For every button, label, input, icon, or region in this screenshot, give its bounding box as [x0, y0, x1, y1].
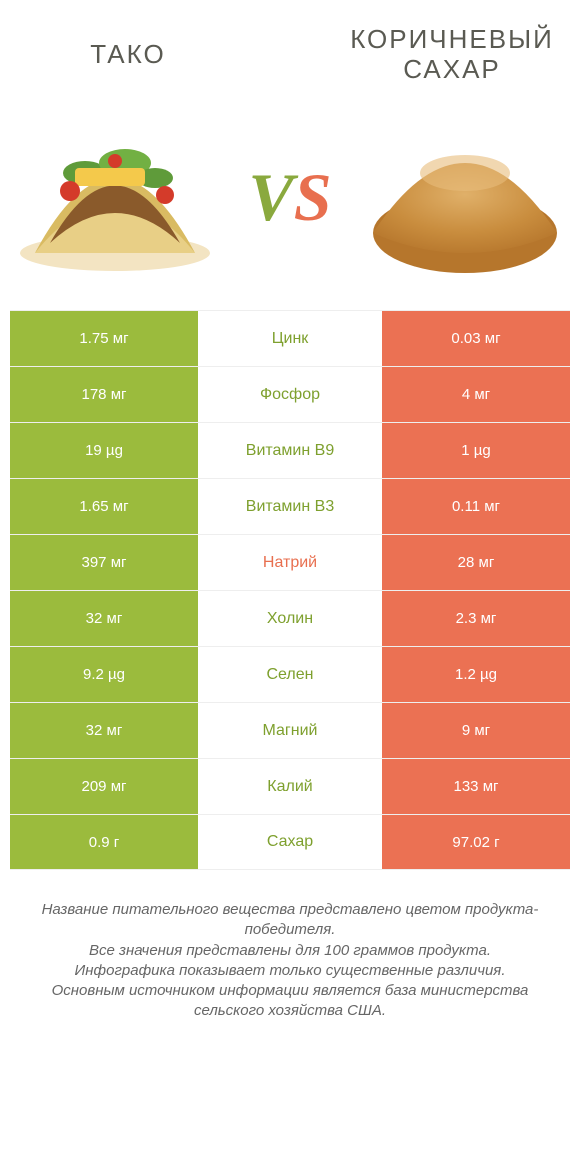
table-row: 0.9 гСахар97.02 г	[10, 814, 570, 870]
footnote: Название питательного вещества представл…	[10, 870, 570, 1032]
right-value: 2.3 мг	[380, 591, 570, 646]
nutrient-label: Калий	[200, 759, 380, 814]
right-value: 0.11 мг	[380, 479, 570, 534]
nutrient-label: Фосфор	[200, 367, 380, 422]
footnote-line: Инфографика показывает только существенн…	[30, 961, 550, 981]
table-row: 9.2 µgСелен1.2 µg	[10, 646, 570, 702]
left-value: 397 мг	[10, 535, 200, 590]
table-row: 32 мгМагний9 мг	[10, 702, 570, 758]
left-value: 1.75 мг	[10, 311, 200, 366]
right-value: 28 мг	[380, 535, 570, 590]
right-value: 133 мг	[380, 759, 570, 814]
comparison-table: 1.75 мгЦинк0.03 мг178 мгФосфор4 мг19 µgВ…	[10, 310, 570, 870]
right-value: 0.03 мг	[380, 311, 570, 366]
left-value: 1.65 мг	[10, 479, 200, 534]
right-value: 1.2 µg	[380, 647, 570, 702]
images-row: VS	[10, 110, 570, 310]
nutrient-label: Натрий	[200, 535, 380, 590]
right-value: 4 мг	[380, 367, 570, 422]
table-row: 19 µgВитамин B91 µg	[10, 422, 570, 478]
nutrient-label: Сахар	[200, 815, 380, 869]
vs-s: S	[294, 159, 332, 235]
left-value: 32 мг	[10, 703, 200, 758]
table-row: 1.75 мгЦинк0.03 мг	[10, 310, 570, 366]
right-value: 1 µg	[380, 423, 570, 478]
header: ТАКО КОРИЧНЕВЫЙ САХАР	[10, 0, 570, 110]
right-value: 97.02 г	[380, 815, 570, 869]
right-product-title: КОРИЧНЕВЫЙ САХАР	[344, 25, 560, 85]
left-value: 178 мг	[10, 367, 200, 422]
nutrient-label: Холин	[200, 591, 380, 646]
nutrient-label: Витамин B9	[200, 423, 380, 478]
nutrient-label: Селен	[200, 647, 380, 702]
nutrient-label: Цинк	[200, 311, 380, 366]
nutrient-label: Витамин B3	[200, 479, 380, 534]
footnote-line: Все значения представлены для 100 граммо…	[30, 941, 550, 961]
left-value: 9.2 µg	[10, 647, 200, 702]
left-value: 19 µg	[10, 423, 200, 478]
table-row: 1.65 мгВитамин B30.11 мг	[10, 478, 570, 534]
table-row: 32 мгХолин2.3 мг	[10, 590, 570, 646]
table-row: 209 мгКалий133 мг	[10, 758, 570, 814]
footnote-line: Основным источником информации является …	[30, 981, 550, 1022]
table-row: 178 мгФосфор4 мг	[10, 366, 570, 422]
vs-label: VS	[248, 158, 331, 237]
brown-sugar-icon	[365, 113, 565, 283]
right-value: 9 мг	[380, 703, 570, 758]
taco-icon	[15, 113, 215, 283]
vs-v: V	[248, 159, 293, 235]
left-value: 0.9 г	[10, 815, 200, 869]
footnote-line: Название питательного вещества представл…	[30, 900, 550, 941]
left-value: 209 мг	[10, 759, 200, 814]
infographic-container: ТАКО КОРИЧНЕВЫЙ САХАР VS	[0, 0, 580, 1057]
nutrient-label: Магний	[200, 703, 380, 758]
left-value: 32 мг	[10, 591, 200, 646]
table-row: 397 мгНатрий28 мг	[10, 534, 570, 590]
left-product-title: ТАКО	[20, 40, 236, 70]
